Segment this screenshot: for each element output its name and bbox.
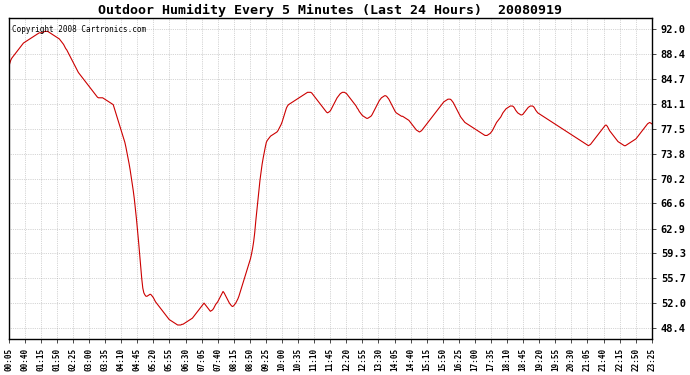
Text: Copyright 2008 Cartronics.com: Copyright 2008 Cartronics.com <box>12 25 146 34</box>
Title: Outdoor Humidity Every 5 Minutes (Last 24 Hours)  20080919: Outdoor Humidity Every 5 Minutes (Last 2… <box>98 4 562 17</box>
